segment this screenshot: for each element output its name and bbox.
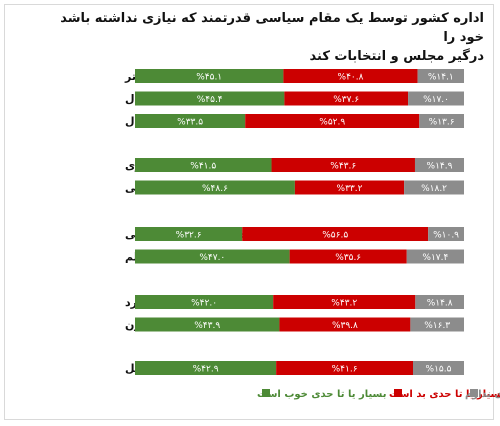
bar-segment-series-1 (135, 69, 284, 83)
data-label: %۱۴.۸ (427, 299, 453, 309)
bar-segment-series-2 (294, 180, 405, 195)
data-label: %۱۵.۵ (426, 365, 452, 375)
data-label: %۵۶.۵ (322, 231, 348, 241)
data-label: %۱۴.۹ (427, 162, 453, 172)
data-label: %۴۸.۶ (202, 184, 228, 194)
bar-segment-series-2 (273, 295, 416, 309)
data-label: %۴۵.۴ (197, 95, 223, 105)
chart-title: اداره کشور توسط یک مقام سیاسی قدرتمند که… (44, 9, 484, 66)
data-label: %۴۲.۰ (191, 299, 217, 309)
data-label: %۳۳.۵ (177, 118, 203, 128)
bar-segment-series-2 (283, 69, 418, 83)
bar-segment-series-1 (135, 317, 280, 332)
legend-label-series-1: بسیار یا تا حدی خوب است (257, 389, 386, 400)
bar-segment-series-2 (271, 158, 415, 172)
data-label: %۱۶.۳ (424, 321, 450, 331)
data-label: %۱۸.۲ (421, 184, 447, 194)
data-label: %۱۳.۶ (429, 118, 455, 128)
bar-segment-series-1 (135, 249, 290, 264)
data-label: %۳۷.۶ (333, 95, 359, 105)
bar-segment-series-3 (410, 317, 464, 332)
data-label: %۴۱.۶ (332, 365, 358, 375)
data-label: %۳۲.۶ (176, 231, 202, 241)
data-label: %۱۰.۹ (433, 231, 459, 241)
bar-segment-series-1 (135, 114, 246, 128)
bar-segment-series-1 (135, 91, 285, 106)
legend-label-series-3: نظری ندارم (465, 389, 500, 400)
chart-title-line-1: اداره کشور توسط یک مقام سیاسی قدرتمند که… (60, 11, 484, 45)
bar-segment-series-2 (276, 361, 414, 375)
data-label: %۴۲.۹ (193, 365, 219, 375)
data-label: %۴۵.۱ (196, 73, 222, 83)
bar-segment-series-3 (408, 91, 464, 106)
bar-segment-series-2 (242, 227, 429, 241)
bar-segment-series-1 (135, 158, 272, 172)
data-label: %۴۰.۸ (338, 73, 364, 83)
bar-segment-series-3 (406, 249, 464, 264)
bar-segment-series-2 (245, 114, 420, 128)
data-label: %۱۷.۰ (423, 95, 449, 105)
bar-segment-series-1 (135, 180, 295, 195)
legend-swatch-series-2 (394, 389, 402, 397)
bar-segment-series-1 (135, 227, 243, 241)
bar-segment-series-3 (428, 227, 464, 241)
legend-swatch-series-3 (470, 389, 478, 397)
chart-frame (4, 4, 494, 420)
bar-segment-series-3 (415, 295, 464, 309)
data-label: %۴۳.۹ (194, 321, 220, 331)
bar-segment-series-3 (419, 114, 464, 128)
bar-segment-series-1 (135, 295, 274, 309)
data-label: %۱۴.۱ (428, 73, 454, 83)
bar-segment-series-2 (289, 249, 407, 264)
bar-segment-series-3 (413, 361, 464, 375)
bar-segment-series-3 (417, 69, 464, 83)
data-label: %۴۱.۵ (190, 162, 216, 172)
bar-segment-series-3 (414, 158, 464, 172)
data-label: %۵۲.۹ (319, 118, 345, 128)
bar-segment-series-1 (135, 361, 277, 375)
bar-segment-series-2 (284, 91, 409, 106)
legend-label-series-2: بسیار یا تا حدی بد است (389, 389, 500, 400)
data-label: %۴۷.۰ (199, 253, 225, 263)
data-label: %۴۳.۶ (330, 162, 356, 172)
bar-segment-series-2 (279, 317, 411, 332)
legend-swatch-series-1 (262, 389, 270, 397)
data-label: %۳۵.۶ (335, 253, 361, 263)
data-label: %۱۷.۴ (422, 253, 448, 263)
data-label: %۴۳.۲ (331, 299, 357, 309)
bar-segment-series-3 (404, 180, 464, 195)
chart-title-line-2: درگیر مجلس و انتخابات کند (309, 49, 485, 64)
data-label: %۳۹.۸ (332, 321, 358, 331)
data-label: %۳۳.۲ (337, 184, 363, 194)
